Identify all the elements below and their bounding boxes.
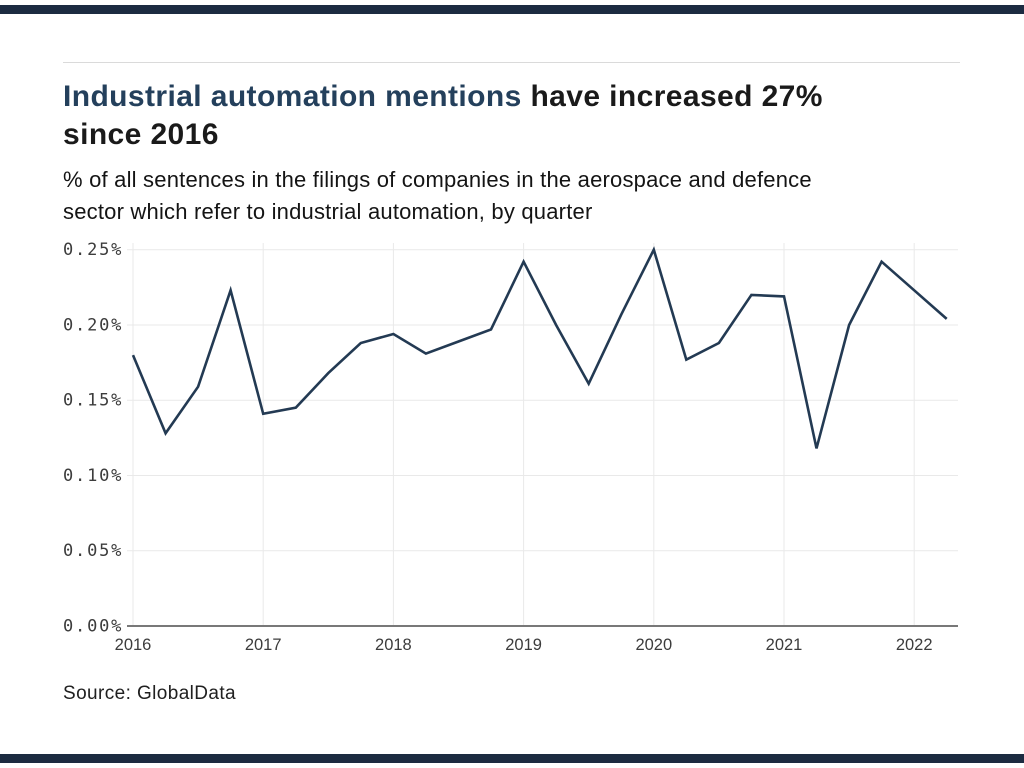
x-tick-label: 2019 <box>505 636 542 654</box>
y-tick-label: 0.20% <box>63 315 123 335</box>
header-divider <box>63 62 960 63</box>
y-tick-label: 0.25% <box>63 240 123 260</box>
x-tick-label: 2022 <box>896 636 933 654</box>
y-tick-label: 0.05% <box>63 541 123 561</box>
x-tick-label: 2016 <box>115 636 152 654</box>
x-tick-label: 2020 <box>635 636 672 654</box>
y-tick-label: 0.00% <box>63 617 123 637</box>
bottom-accent-bar <box>0 754 1024 763</box>
title-line-2: since 2016 <box>63 118 219 151</box>
x-tick-label: 2021 <box>766 636 803 654</box>
page-title: Industrial automation mentions have incr… <box>63 78 823 154</box>
subtitle-line-2: sector which refer to industrial automat… <box>63 199 593 224</box>
x-tick-label: 2018 <box>375 636 412 654</box>
title-line-1: Industrial automation mentions have incr… <box>63 78 823 116</box>
x-tick-label: 2017 <box>245 636 282 654</box>
top-accent-bar <box>0 5 1024 14</box>
chart-subtitle: % of all sentences in the filings of com… <box>63 164 812 228</box>
y-tick-label: 0.15% <box>63 391 123 411</box>
subtitle-line-1: % of all sentences in the filings of com… <box>63 167 812 192</box>
title-highlight: Industrial automation mentions <box>63 80 522 113</box>
source-note: Source: GlobalData <box>63 683 237 704</box>
title-rest: have increased 27% <box>521 80 823 113</box>
trend-line <box>131 246 948 449</box>
y-tick-label: 0.10% <box>63 466 123 486</box>
